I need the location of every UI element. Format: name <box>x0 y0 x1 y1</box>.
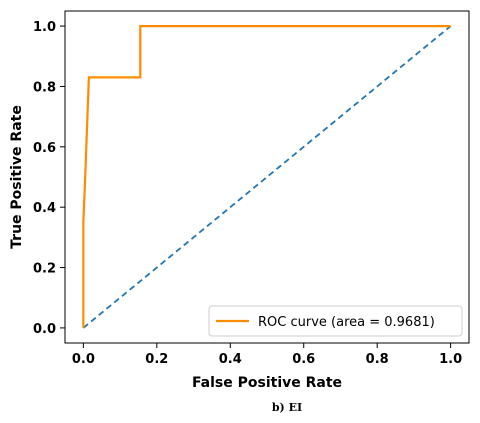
x-tick-label: 0.4 <box>219 352 242 367</box>
x-tick-label: 1.0 <box>439 352 462 367</box>
x-tick-label: 0.2 <box>145 352 168 367</box>
y-axis-label: True Positive Rate <box>9 105 25 249</box>
legend-box <box>208 305 463 337</box>
figure-caption: b) EI <box>272 401 302 414</box>
y-tick-label: 0.8 <box>33 80 56 95</box>
legend: ROC curve (area = 0.9681) <box>208 305 463 337</box>
roc-curve-line <box>82 24 451 328</box>
x-axis-ticks: 0.0 0.2 0.4 0.6 0.8 1.0 <box>72 343 462 367</box>
series-layer <box>82 24 452 329</box>
y-tick-label: 0.4 <box>33 201 56 216</box>
y-tick-label: 0.2 <box>33 262 56 277</box>
y-tick-label: 0.6 <box>33 141 56 156</box>
y-tick-label: 0.0 <box>33 322 56 337</box>
x-tick-label: 0.0 <box>72 352 95 367</box>
y-tick-label: 1.0 <box>33 20 56 35</box>
legend-label-roc: ROC curve (area = 0.9681) <box>258 315 435 330</box>
y-axis-ticks: 0.0 0.2 0.4 0.6 0.8 1.0 <box>33 20 65 337</box>
x-axis-label: False Positive Rate <box>192 375 342 391</box>
plot-area <box>64 10 470 344</box>
x-tick-label: 0.6 <box>292 352 315 367</box>
x-tick-label: 0.8 <box>366 352 389 367</box>
